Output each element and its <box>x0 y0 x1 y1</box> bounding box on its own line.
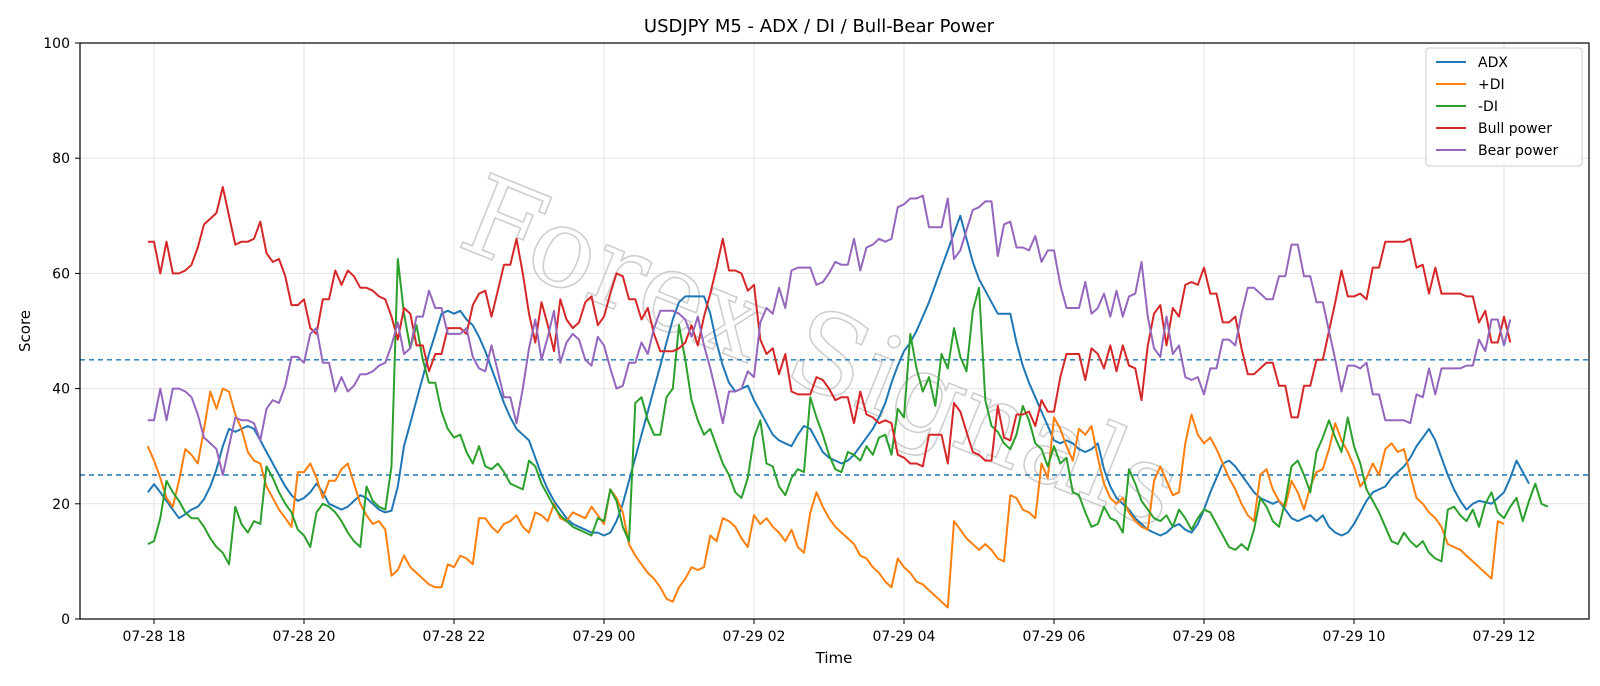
legend: ADX +DI -DI Bull power Bear power <box>1425 47 1583 167</box>
legend-label--di: +DI <box>1478 77 1505 93</box>
legend-box <box>1425 47 1583 167</box>
x-tick-label: 07-28 20 <box>273 629 336 645</box>
legend-label--di: -DI <box>1478 99 1498 115</box>
x-tick-label: 07-29 02 <box>723 629 786 645</box>
x-axis-label: Time <box>815 649 853 667</box>
x-tick-label: 07-28 18 <box>123 629 186 645</box>
y-axis-label: Score <box>16 310 34 352</box>
x-tick-label: 07-29 04 <box>873 629 936 645</box>
series-line--di <box>146 387 1505 609</box>
legend-label-adx: ADX <box>1478 55 1508 71</box>
plot-frame <box>79 42 1590 620</box>
series-line--di <box>147 258 1549 566</box>
y-tick-label: 80 <box>52 151 70 167</box>
y-tick-label: 40 <box>52 382 70 398</box>
series-line-bear-power <box>147 194 1512 476</box>
x-tick-label: 07-29 00 <box>573 629 636 645</box>
y-tick-label: 20 <box>52 497 70 513</box>
y-tick-label: 0 <box>61 612 70 628</box>
series-lines <box>146 186 1549 609</box>
grid <box>80 42 1589 620</box>
y-tick-label: 60 <box>52 266 70 282</box>
x-tick-label: 07-29 06 <box>1023 629 1086 645</box>
legend-label-bull-power: Bull power <box>1478 121 1552 137</box>
legend-label-bear-power: Bear power <box>1478 143 1559 159</box>
x-tick-label: 07-29 10 <box>1323 629 1386 645</box>
chart-title: USDJPY M5 - ADX / DI / Bull-Bear Power <box>644 16 995 37</box>
x-tick-label: 07-28 22 <box>423 629 486 645</box>
x-tick-label: 07-29 12 <box>1473 629 1536 645</box>
series-line-bull-power <box>147 186 1512 468</box>
x-tick-label: 07-29 08 <box>1173 629 1236 645</box>
y-tick-label: 100 <box>43 36 70 52</box>
axis-ticks: 0 20 40 60 80 100 07-28 18 07-28 20 07-28 22 07-2… <box>43 36 1535 645</box>
series-line-adx <box>147 214 1530 537</box>
